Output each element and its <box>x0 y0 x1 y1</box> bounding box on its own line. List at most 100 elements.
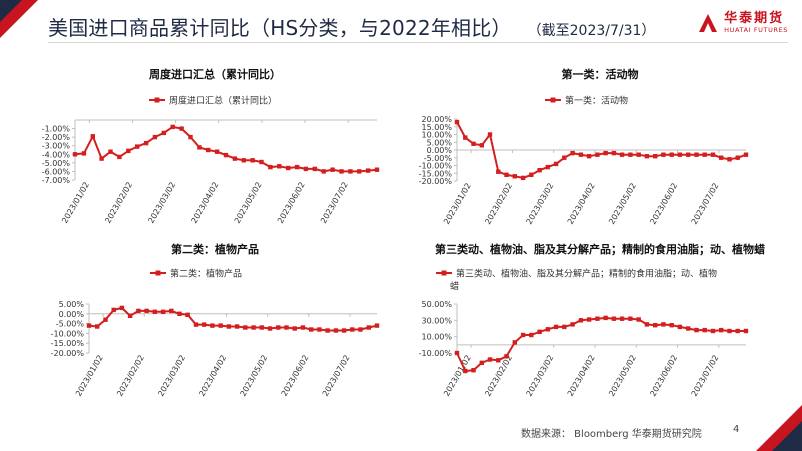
data-point <box>127 313 133 318</box>
data-point <box>553 161 559 167</box>
x-tick-label: 2023/04/02 <box>197 354 228 398</box>
data-point <box>686 326 691 331</box>
data-point <box>487 132 493 137</box>
data-point <box>251 325 256 330</box>
data-point <box>160 309 166 314</box>
data-point <box>250 158 255 163</box>
x-tick-label: 2023/01/02 <box>442 182 473 226</box>
page-number: 4 <box>733 424 740 435</box>
y-tick-label: -15.00% <box>51 339 85 348</box>
data-point <box>185 312 190 317</box>
data-point <box>487 357 493 362</box>
y-tick-label: 0.00% <box>59 310 85 319</box>
data-point <box>504 354 509 359</box>
legend-label: 周度进口汇总（累计同比） <box>169 95 277 107</box>
data-point <box>636 152 641 157</box>
data-point <box>479 143 484 148</box>
legend-label-line1: 第三类动、植物油、脂及其分解产品；精制的食用油脂；动、植物 <box>456 268 717 280</box>
data-point <box>653 323 658 328</box>
data-point <box>586 317 592 322</box>
data-point <box>661 322 666 327</box>
data-point <box>578 318 584 323</box>
data-point <box>143 140 149 146</box>
x-tick-label: 2023/01/02 <box>74 354 105 398</box>
data-point <box>303 166 309 172</box>
data-point <box>197 145 202 150</box>
data-point <box>719 155 724 160</box>
y-tick-label: -4.00% <box>42 150 71 159</box>
data-point <box>694 152 699 157</box>
data-point <box>710 328 716 334</box>
data-point <box>669 323 674 328</box>
data-point <box>286 165 291 171</box>
header-divider <box>48 42 788 43</box>
data-point <box>669 152 674 157</box>
data-point <box>628 316 633 321</box>
data-point <box>586 154 592 159</box>
chart-oils-fats: 第三类动、植物油、脂及其分解产品；精制的食用油脂；动、植物蜡 50.00% 30.0… <box>419 268 749 398</box>
data-point <box>520 175 526 181</box>
y-tick-label: -1.00% <box>42 125 71 134</box>
legend-marker-swatch <box>154 97 160 103</box>
data-point <box>348 169 353 174</box>
y-tick-label: 0.00% <box>427 146 453 155</box>
y-tick-label: -10.00% <box>419 349 453 358</box>
x-tick-label: 2023/06/02 <box>648 182 679 226</box>
data-point <box>317 327 322 332</box>
x-tick-label: 2023/02/02 <box>483 182 514 226</box>
chart-live-animals: 第一类：活动物 20.00%15.00%10.00%5.00%0.00%-5.00… <box>419 95 749 226</box>
y-tick-label: -15.00% <box>419 169 453 178</box>
data-point <box>454 119 460 125</box>
data-point <box>603 150 608 156</box>
data-point <box>496 169 501 174</box>
data-point <box>284 325 289 330</box>
data-point <box>95 324 100 329</box>
data-point <box>628 152 633 157</box>
x-tick-label: 2023/01/02 <box>442 354 473 398</box>
data-point <box>339 169 344 174</box>
y-tick-label: 10.00% <box>421 131 452 140</box>
data-point <box>312 166 317 172</box>
x-tick-label: 2023/02/02 <box>103 181 134 225</box>
data-point <box>636 317 641 322</box>
logo-mark-icon <box>697 12 719 34</box>
data-point <box>570 150 575 156</box>
x-tick-label: 2023/06/02 <box>648 354 679 398</box>
logo-name-en: HUATAI FUTURES <box>724 26 788 34</box>
data-point <box>161 130 166 136</box>
data-point <box>309 327 314 332</box>
data-point <box>218 323 223 328</box>
data-point <box>743 152 749 157</box>
data-point <box>210 323 215 328</box>
x-tick-label: 2023/06/02 <box>280 354 311 398</box>
data-point <box>595 152 600 157</box>
data-point <box>223 152 229 158</box>
data-point <box>119 305 125 311</box>
y-tick-label: 15.00% <box>421 123 452 132</box>
data-point <box>241 158 246 163</box>
data-point <box>90 134 95 139</box>
data-point <box>727 328 732 334</box>
data-point <box>226 324 232 329</box>
y-tick-label: 5.00% <box>427 138 453 147</box>
data-point <box>529 332 534 338</box>
legend-marker-swatch <box>550 97 556 103</box>
data-point <box>374 323 380 328</box>
chart-panel-live-animals: 第一类：活动物 第一类：活动物 20.00% 15.00% 10.00% 5.00% 0.… <box>400 66 800 246</box>
chart-weekly-imports: 周度进口汇总（累计同比） -1.00%-2.00%-3.00%-4.00%-5.0… <box>42 95 380 225</box>
y-tick-label: -7.00% <box>42 176 71 185</box>
chart-panel-oils-fats: 第三类动、植物油、脂及其分解产品；精制的食用油脂；动、植物蜡 第三类动、植物油、… <box>400 241 800 421</box>
chart-legend: 第三类动、植物油、脂及其分解产品；精制的食用油脂；动、植物蜡 <box>436 268 717 292</box>
x-tick-label: 2023/04/02 <box>190 181 221 225</box>
data-point <box>202 322 207 327</box>
data-point <box>341 328 347 333</box>
data-point <box>653 154 658 159</box>
y-tick-label: -5.00% <box>42 159 71 168</box>
data-point <box>234 324 240 329</box>
data-point <box>603 315 608 321</box>
company-logo: 华泰期货 HUATAI FUTURES <box>697 12 788 34</box>
chart-title: 周度进口汇总（累计同比） <box>149 68 281 81</box>
y-tick-label: -20.00% <box>419 177 453 186</box>
data-point <box>330 167 335 172</box>
data-point <box>321 169 326 174</box>
